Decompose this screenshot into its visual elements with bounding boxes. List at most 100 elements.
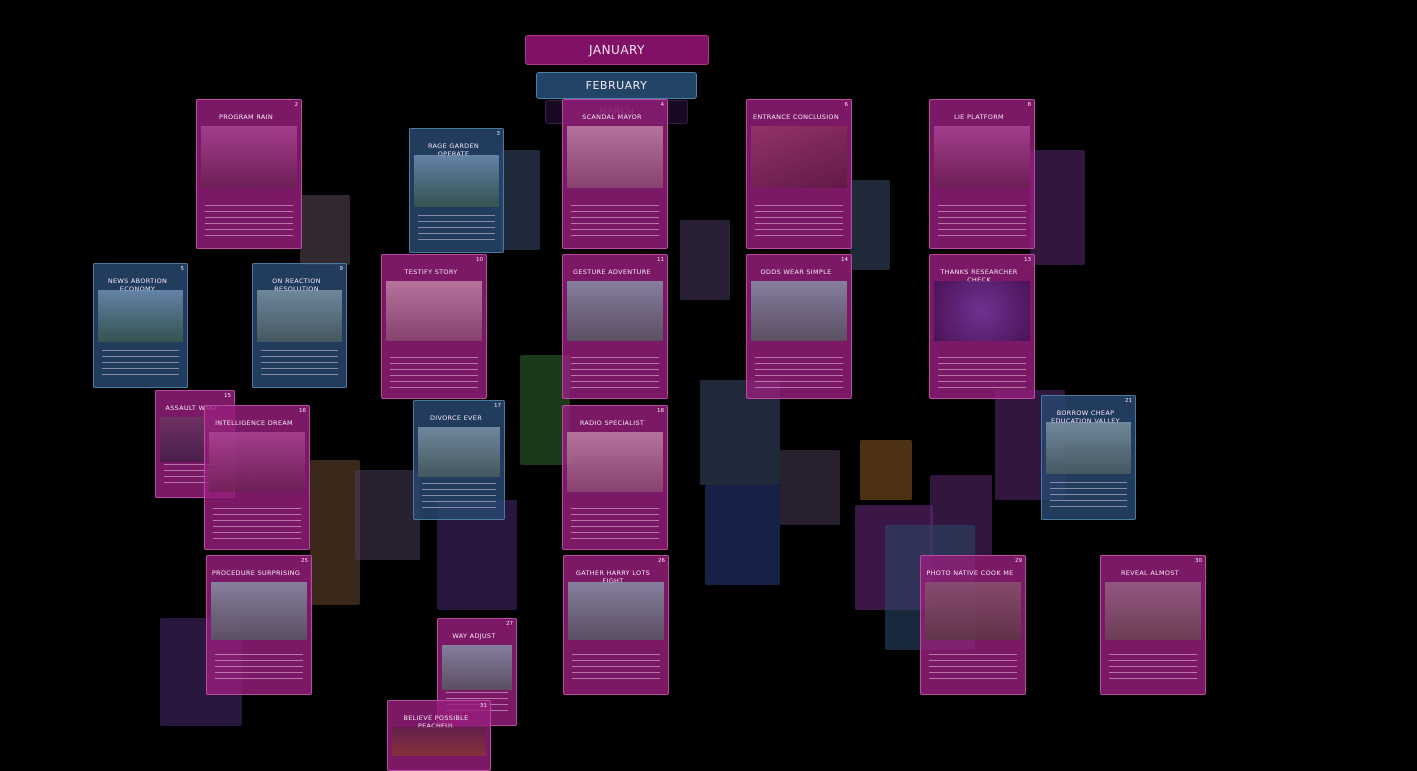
card-image — [1105, 582, 1201, 640]
card-image — [934, 126, 1030, 189]
card-text — [418, 214, 495, 242]
card-image — [209, 432, 305, 493]
card-image — [751, 281, 847, 342]
card-day: 13 — [1024, 257, 1031, 263]
card-text — [571, 205, 659, 238]
card-text — [102, 349, 179, 377]
card-text — [938, 356, 1026, 388]
day-card[interactable]: RAGE GARDEN OPERATE 3 — [409, 128, 504, 253]
card-title: RADIO SPECIALIST — [579, 419, 645, 427]
card-title: GATHER HARRY LOTS FIGHT — [575, 569, 651, 585]
card-title: ASSAULT WAKE — [165, 404, 219, 412]
card-title: INTELLIGENCE DREAM — [215, 419, 293, 427]
day-card[interactable]: DIVORCE EVER 17 — [413, 400, 505, 520]
card-day: 11 — [657, 257, 664, 263]
month-button[interactable]: JANUARY — [525, 35, 709, 65]
card-image — [414, 155, 499, 207]
day-card[interactable]: ON REACTION RESOLUTION 9 — [252, 263, 347, 388]
background-card — [780, 450, 840, 525]
card-text — [1109, 653, 1197, 684]
day-card[interactable]: LIE PLATFORM 8 — [929, 99, 1035, 249]
card-image — [211, 582, 307, 640]
card-image — [386, 281, 482, 342]
card-day: 16 — [299, 408, 306, 414]
day-card[interactable]: BELIEVE POSSIBLE PEACHFUL 31 — [387, 700, 491, 771]
card-day: 6 — [844, 102, 849, 108]
card-image — [568, 582, 664, 640]
month-button[interactable]: FEBRUARY — [536, 72, 697, 99]
card-image — [418, 427, 500, 477]
day-card[interactable]: BORROW CHEAP EDUCATION VALLEY 21 — [1041, 395, 1136, 520]
card-image — [442, 645, 512, 690]
card-day: 10 — [476, 257, 483, 263]
card-text — [755, 205, 843, 238]
card-image — [257, 290, 342, 342]
card-image — [392, 727, 486, 756]
card-day: 8 — [1027, 102, 1032, 108]
card-day: 14 — [841, 257, 848, 263]
card-title: BORROW CHEAP EDUCATION VALLEY — [1051, 409, 1120, 425]
card-text — [572, 653, 660, 684]
card-title: THANKS RESEARCHER CHECK — [940, 268, 1018, 284]
day-card[interactable]: THANKS RESEARCHER CHECK 13 — [929, 254, 1035, 399]
card-day: 26 — [658, 558, 665, 564]
card-title: WAY ADJUST — [452, 632, 496, 640]
day-card[interactable]: GATHER HARRY LOTS FIGHT 26 — [563, 555, 669, 695]
card-day: 27 — [506, 621, 513, 627]
card-image — [98, 290, 183, 342]
day-card[interactable]: NEWS ABORTION ECONOMY 5 — [93, 263, 188, 388]
card-title: PHOTO NATIVE COOK ME — [926, 569, 1014, 577]
card-day: 4 — [660, 102, 665, 108]
card-title: ON REACTION RESOLUTION — [272, 277, 321, 293]
card-title: TESTIFY STORY — [404, 268, 458, 276]
background-card — [1030, 150, 1085, 265]
day-card[interactable]: GESTURE ADVENTURE 11 — [562, 254, 668, 399]
card-text — [1050, 481, 1127, 509]
card-title: ENTRANCE CONCLUSION — [752, 113, 840, 121]
card-title: ODDS WEAR SIMPLE — [760, 268, 832, 276]
card-text — [215, 653, 303, 684]
card-title: BELIEVE POSSIBLE PEACHFUL — [403, 714, 469, 730]
card-day: 3 — [496, 131, 501, 137]
card-title: PROCEDURE SURPRISING — [211, 569, 301, 577]
background-card — [850, 180, 890, 270]
card-title: LIE PLATFORM — [954, 113, 1004, 121]
card-text — [205, 205, 293, 238]
day-card[interactable]: ODDS WEAR SIMPLE 14 — [746, 254, 852, 399]
background-card — [355, 470, 420, 560]
card-text — [571, 356, 659, 388]
card-day: 9 — [339, 266, 344, 272]
day-card[interactable]: RADIO SPECIALIST 18 — [562, 405, 668, 550]
day-card[interactable]: ENTRANCE CONCLUSION 6 — [746, 99, 852, 249]
card-day: 18 — [657, 408, 664, 414]
day-card[interactable]: PHOTO NATIVE COOK ME 29 — [920, 555, 1026, 695]
card-day: 15 — [224, 393, 231, 399]
card-day: 25 — [301, 558, 308, 564]
background-card — [500, 150, 540, 250]
background-card — [310, 460, 360, 605]
day-card[interactable]: PROCEDURE SURPRISING 25 — [206, 555, 312, 695]
card-image — [567, 126, 663, 189]
day-card[interactable]: PROGRAM RAIN 2 — [196, 99, 302, 249]
card-title: PROGRAM RAIN — [218, 113, 274, 121]
day-card[interactable]: REVEAL ALMOST 30 — [1100, 555, 1206, 695]
card-text — [261, 349, 338, 377]
card-day: 30 — [1195, 558, 1202, 564]
card-day: 31 — [480, 703, 487, 709]
day-card[interactable]: INTELLIGENCE DREAM 16 — [204, 405, 310, 550]
card-image — [567, 281, 663, 342]
card-image — [934, 281, 1030, 342]
card-text — [929, 653, 1017, 684]
card-text — [422, 483, 496, 509]
card-text — [938, 205, 1026, 238]
card-day: 29 — [1015, 558, 1022, 564]
card-text — [390, 356, 478, 388]
card-title: REVEAL ALMOST — [1120, 569, 1180, 577]
background-card — [520, 355, 570, 465]
card-text — [571, 507, 659, 539]
card-title: NEWS ABORTION ECONOMY — [107, 277, 168, 293]
day-card[interactable]: SCANDAL MAYOR 4 — [562, 99, 668, 249]
day-card[interactable]: TESTIFY STORY 10 — [381, 254, 487, 399]
card-day: 5 — [180, 266, 185, 272]
